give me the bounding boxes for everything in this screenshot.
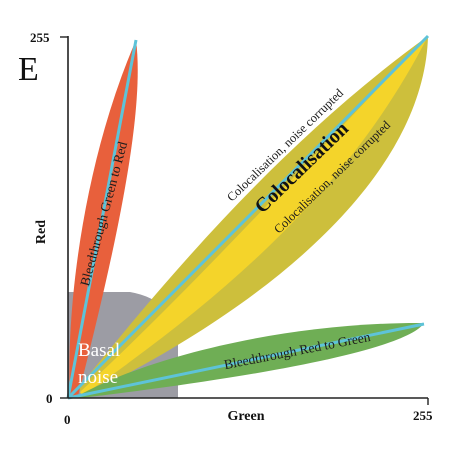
basal-noise-label-line2: noise (78, 367, 118, 388)
trend-line-red-to-green (67, 322, 425, 400)
trend-line-colocalisation (66, 34, 430, 400)
coloc-core-region (80, 36, 428, 396)
x-axis-title: Green (227, 409, 264, 424)
trend-line-green-to-red (66, 39, 138, 399)
y-axis-min-label: 0 (46, 391, 53, 406)
basal-noise-label-line1: Basal (78, 340, 120, 361)
y-axis-max-label: 255 (30, 30, 50, 45)
x-axis-max-label: 255 (413, 408, 433, 423)
panel-letter: E (18, 51, 39, 88)
x-axis-min-label: 0 (64, 412, 71, 427)
y-axis-title: Red (34, 220, 49, 244)
